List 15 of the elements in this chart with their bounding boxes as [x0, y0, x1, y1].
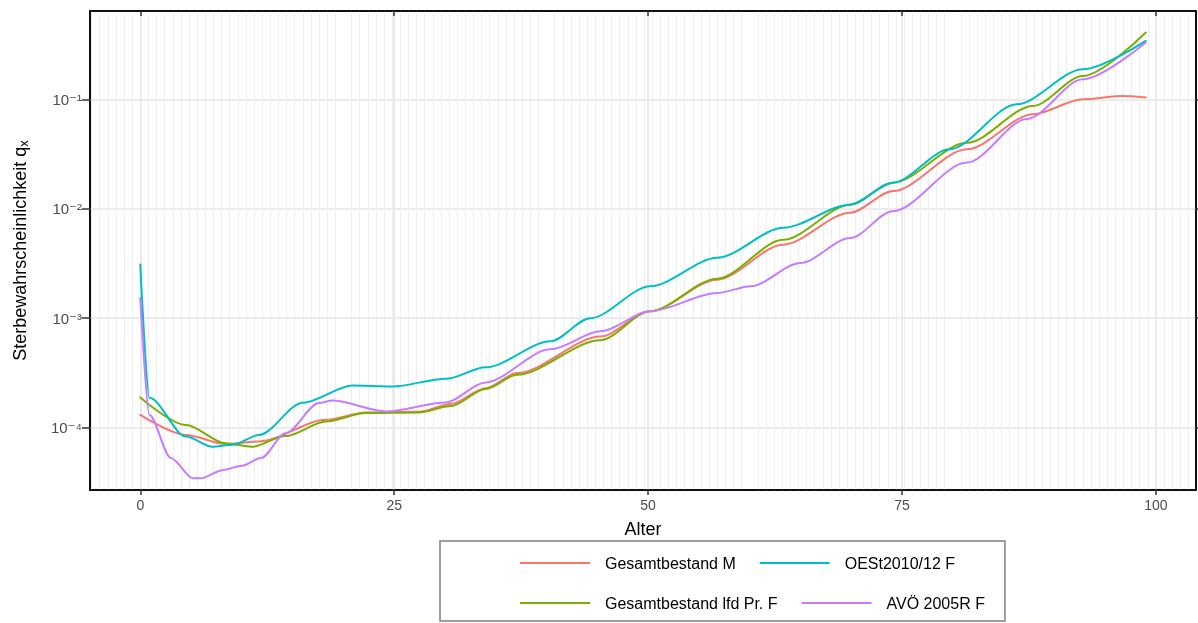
y-axis-title: Sterbewahrscheinlichkeit qx: [9, 139, 31, 361]
legend-label: Gesamtbestand M: [605, 554, 736, 572]
x-tick-label: 0: [136, 497, 145, 513]
y-tick-label: 10⁻¹: [52, 90, 82, 108]
y-tick-label: 10⁻³: [52, 309, 82, 327]
x-tick-label: 75: [894, 497, 910, 513]
x-tick-label: 50: [640, 497, 657, 513]
y-tick-label: 10⁻²: [52, 200, 82, 218]
y-tick-label: 10⁻⁴: [50, 419, 82, 437]
x-axis-title: Alter: [624, 519, 662, 539]
x-tick-label: 100: [1144, 497, 1168, 513]
legend-label: OESt2010/12 F: [844, 554, 956, 572]
legend-label: AVÖ 2005R F: [886, 594, 986, 612]
x-tick-label: 25: [386, 497, 403, 513]
legend-label: Gesamtbestand lfd Pr. F: [605, 594, 778, 612]
